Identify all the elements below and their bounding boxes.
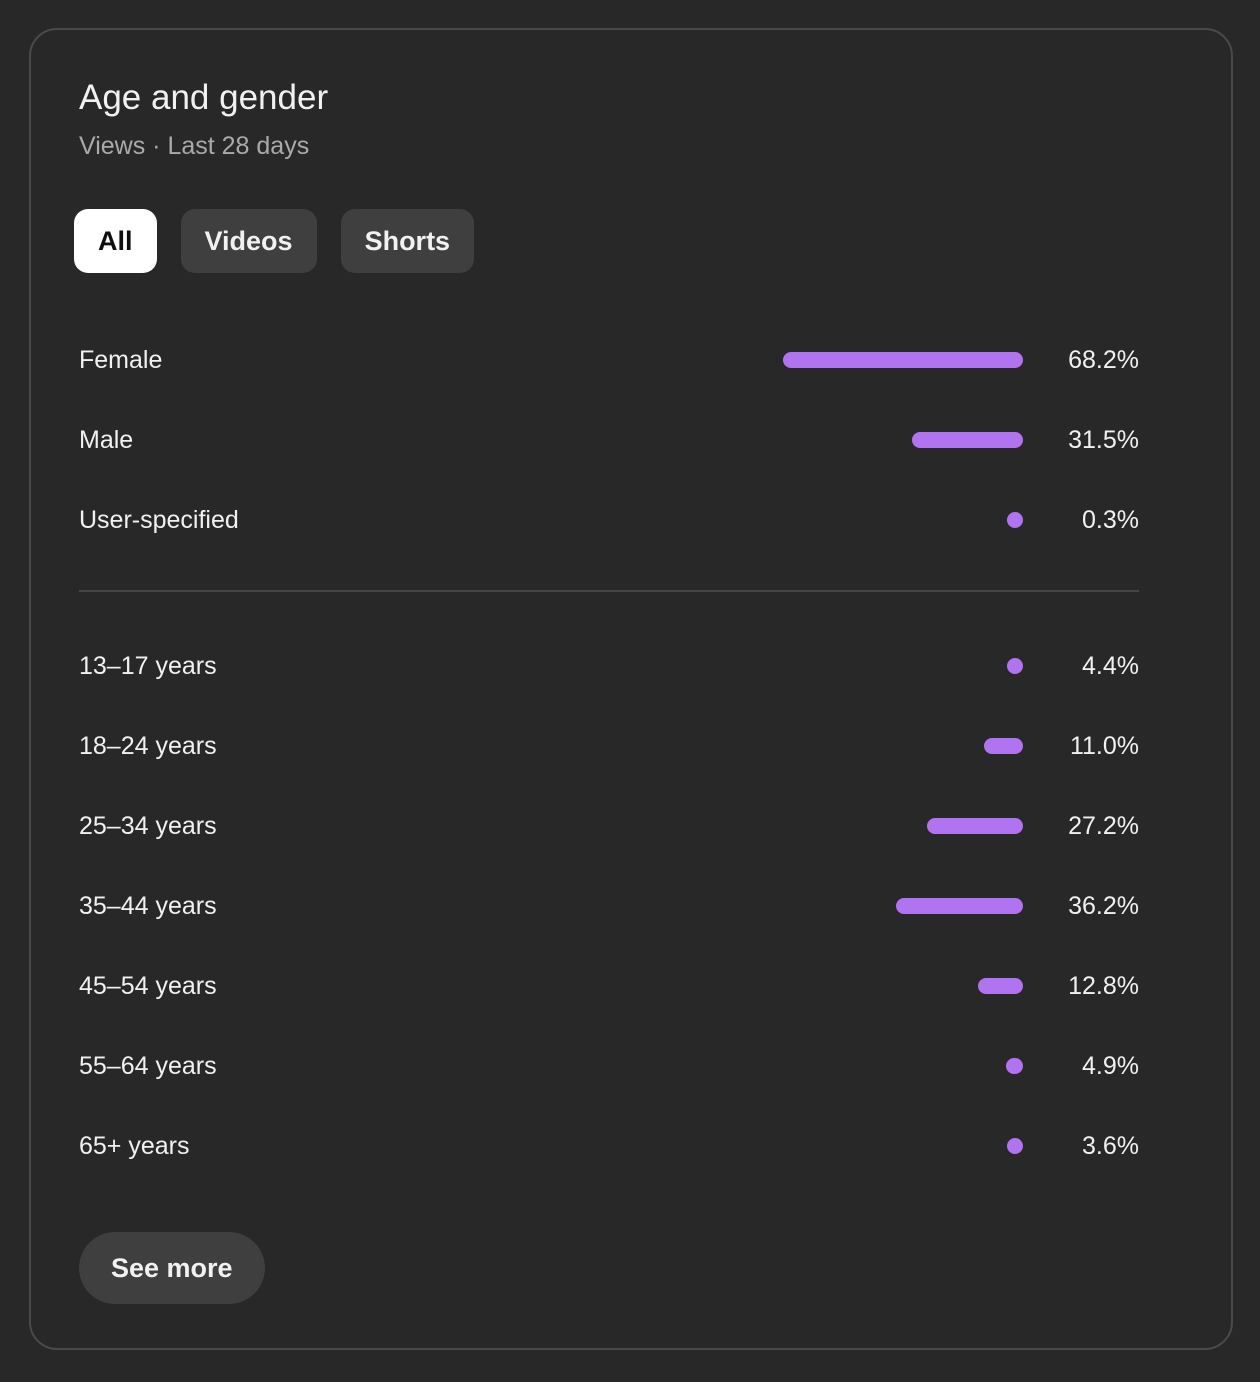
bar bbox=[927, 818, 1023, 834]
row-label: 35–44 years bbox=[79, 892, 217, 920]
list-item: 18–24 years 11.0% bbox=[79, 706, 1139, 786]
card-subtitle: Views · Last 28 days bbox=[79, 132, 310, 160]
list-item: Male 31.5% bbox=[79, 400, 1139, 480]
row-value: 27.2% bbox=[1068, 812, 1139, 840]
row-value: 36.2% bbox=[1068, 892, 1139, 920]
chip-all[interactable]: All bbox=[74, 209, 157, 273]
row-value: 4.4% bbox=[1082, 652, 1139, 680]
bar-track bbox=[663, 818, 1023, 834]
bar-track bbox=[663, 512, 1023, 528]
filter-chips: All Videos Shorts bbox=[74, 209, 475, 273]
bar-track bbox=[663, 898, 1023, 914]
bar bbox=[1007, 658, 1023, 674]
row-value: 12.8% bbox=[1068, 972, 1139, 1000]
list-item: 35–44 years 36.2% bbox=[79, 866, 1139, 946]
bar-track bbox=[663, 1138, 1023, 1154]
chip-shorts[interactable]: Shorts bbox=[340, 209, 475, 273]
bar bbox=[895, 898, 1023, 914]
gender-list: Female 68.2% Male 31.5% User-specified 0… bbox=[79, 320, 1139, 560]
bar bbox=[1007, 512, 1023, 528]
row-label: Female bbox=[79, 346, 163, 374]
row-label: 13–17 years bbox=[79, 652, 217, 680]
row-label: 25–34 years bbox=[79, 812, 217, 840]
chip-videos[interactable]: Videos bbox=[180, 209, 317, 273]
bar-track bbox=[663, 352, 1023, 368]
bar-track bbox=[663, 738, 1023, 754]
age-list: 13–17 years 4.4% 18–24 years 11.0% 25–34… bbox=[79, 626, 1139, 1186]
row-label: 55–64 years bbox=[79, 1052, 217, 1080]
row-value: 4.9% bbox=[1082, 1052, 1139, 1080]
list-item: 45–54 years 12.8% bbox=[79, 946, 1139, 1026]
list-item: User-specified 0.3% bbox=[79, 480, 1139, 560]
list-item: 13–17 years 4.4% bbox=[79, 626, 1139, 706]
row-label: Male bbox=[79, 426, 134, 454]
list-item: 55–64 years 4.9% bbox=[79, 1026, 1139, 1106]
see-more-button[interactable]: See more bbox=[79, 1232, 265, 1304]
bar-track bbox=[663, 432, 1023, 448]
bar bbox=[977, 978, 1023, 994]
card-title: Age and gender bbox=[79, 78, 329, 117]
bar-track bbox=[663, 658, 1023, 674]
row-label: 18–24 years bbox=[79, 732, 217, 760]
row-value: 68.2% bbox=[1068, 346, 1139, 374]
bar-track bbox=[663, 1058, 1023, 1074]
bar bbox=[984, 738, 1023, 754]
row-value: 11.0% bbox=[1069, 732, 1139, 760]
row-label: 65+ years bbox=[79, 1132, 190, 1160]
age-gender-card: Age and gender Views · Last 28 days All … bbox=[29, 28, 1233, 1350]
list-item: 25–34 years 27.2% bbox=[79, 786, 1139, 866]
bar bbox=[1007, 1138, 1023, 1154]
row-value: 3.6% bbox=[1082, 1132, 1139, 1160]
row-label: User-specified bbox=[79, 506, 239, 534]
bar-track bbox=[663, 978, 1023, 994]
bar bbox=[1005, 1058, 1023, 1074]
row-value: 0.3% bbox=[1082, 506, 1139, 534]
row-value: 31.5% bbox=[1068, 426, 1139, 454]
row-label: 45–54 years bbox=[79, 972, 217, 1000]
divider bbox=[79, 590, 1139, 592]
list-item: 65+ years 3.6% bbox=[79, 1106, 1139, 1186]
list-item: Female 68.2% bbox=[79, 320, 1139, 400]
bar bbox=[912, 432, 1023, 448]
bar bbox=[782, 352, 1023, 368]
